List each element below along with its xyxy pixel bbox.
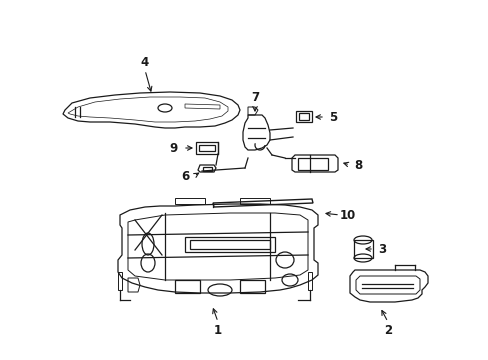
Text: 4: 4 <box>141 55 149 68</box>
Text: 10: 10 <box>339 208 355 221</box>
Bar <box>199 145 215 151</box>
Text: 1: 1 <box>214 324 222 337</box>
Text: 7: 7 <box>250 90 259 104</box>
Bar <box>190 240 269 249</box>
Bar <box>353 240 372 258</box>
Bar <box>184 237 274 252</box>
Text: 8: 8 <box>353 158 362 171</box>
Bar <box>203 167 212 171</box>
Text: 3: 3 <box>377 243 385 256</box>
Text: 6: 6 <box>181 170 189 183</box>
Bar <box>196 142 218 154</box>
Text: 2: 2 <box>383 324 391 337</box>
Text: 5: 5 <box>328 111 336 123</box>
Bar <box>295 111 311 122</box>
Text: 9: 9 <box>168 141 177 154</box>
Bar <box>297 158 327 170</box>
Bar <box>298 113 308 120</box>
